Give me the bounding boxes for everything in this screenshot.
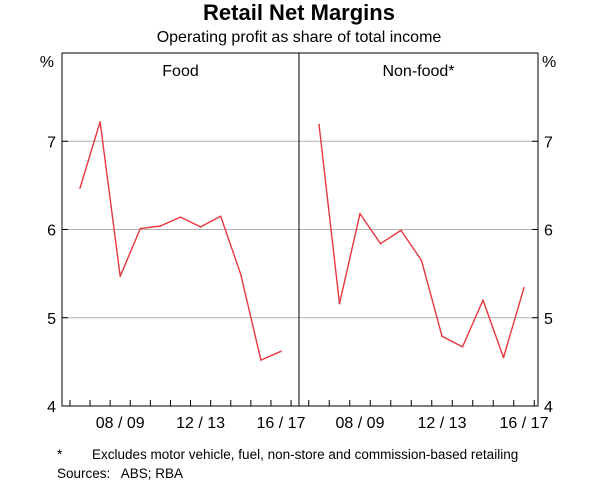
- x-tick-label: 16 / 17: [257, 415, 306, 432]
- panel-title: Non-food*: [382, 63, 454, 80]
- chart-title: Retail Net Margins: [203, 0, 395, 25]
- data-point: [199, 226, 202, 228]
- series-lines: [79, 121, 525, 361]
- data-point: [359, 212, 361, 215]
- axis-labels: 4 4 5 5 6 6 7 7% % Food 08 / 09 12 / 13 16 / 17 Non-f…: [40, 54, 556, 432]
- y-tick-label-right: 4: [544, 399, 553, 416]
- data-point: [523, 286, 525, 289]
- data-point: [99, 121, 101, 123]
- data-point: [502, 356, 505, 359]
- y-tick-label-left: 4: [47, 399, 56, 416]
- footnote-marker: *: [57, 447, 63, 462]
- data-point: [280, 350, 282, 353]
- data-point: [482, 299, 484, 301]
- x-tick-label: 08 / 09: [96, 415, 145, 432]
- data-point: [159, 225, 162, 227]
- x-tick-label: 12 / 13: [418, 415, 467, 432]
- data-point: [461, 346, 464, 348]
- gridlines: [62, 140, 538, 319]
- y-unit-right: %: [542, 54, 556, 71]
- y-tick-label-left: 7: [47, 134, 56, 151]
- data-point: [139, 227, 142, 230]
- data-point: [441, 335, 443, 338]
- data-point: [219, 215, 222, 218]
- series-line-food: [79, 121, 282, 361]
- data-point: [119, 275, 121, 278]
- data-point: [318, 123, 320, 126]
- data-point: [260, 359, 262, 361]
- y-tick-label-left: 5: [47, 311, 56, 328]
- data-point: [179, 216, 182, 218]
- y-tick-label-right: 5: [544, 311, 553, 328]
- data-point: [79, 187, 81, 189]
- sources-note: Sources: ABS; RBA: [57, 466, 184, 481]
- x-tick-label: 08 / 09: [336, 415, 385, 432]
- series-line-non-food: [318, 124, 525, 359]
- x-tick-label: 16 / 17: [500, 415, 549, 432]
- axis-ticks: [62, 140, 538, 406]
- y-tick-label-left: 6: [47, 223, 56, 240]
- data-point: [338, 302, 341, 305]
- footnote-text: Excludes motor vehicle, fuel, non-store …: [92, 447, 519, 462]
- y-tick-label-right: 7: [544, 134, 553, 151]
- x-tick-label: 12 / 13: [176, 415, 225, 432]
- data-point: [420, 259, 423, 262]
- footnote: * Excludes motor vehicle, fuel, non-store…: [57, 446, 518, 463]
- y-unit-left: %: [40, 54, 54, 71]
- y-tick-label-right: 6: [544, 223, 553, 240]
- data-point: [379, 242, 382, 245]
- panel-title: Food: [162, 63, 198, 80]
- data-point: [240, 273, 242, 276]
- data-point: [400, 229, 402, 232]
- chart-subtitle: Operating profit as share of total incom…: [156, 29, 442, 46]
